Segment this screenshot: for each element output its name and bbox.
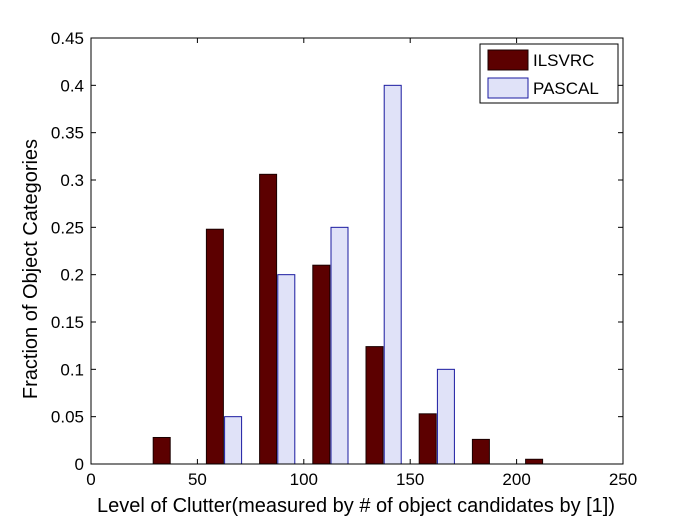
- bar-pascal-3: [330, 226, 349, 465]
- x-tick-label: 0: [86, 470, 95, 489]
- bar-ilsvrc-7: [525, 458, 544, 465]
- bar-ilsvrc-1: [205, 228, 224, 465]
- y-tick-label: 0.35: [51, 124, 84, 143]
- x-tick-label: 150: [396, 470, 424, 489]
- y-tick-label: 0: [75, 455, 84, 474]
- x-tick-label: 250: [609, 470, 637, 489]
- legend: ILSVRC PASCAL: [479, 43, 619, 104]
- x-tick-label: 50: [188, 470, 207, 489]
- x-tick-label: 100: [290, 470, 318, 489]
- legend-swatch-pascal: [487, 77, 529, 99]
- bar-ilsvrc-4: [365, 346, 384, 465]
- legend-swatch-ilsvrc: [487, 49, 529, 71]
- x-tick-label: 200: [502, 470, 530, 489]
- legend-label-ilsvrc: ILSVRC: [533, 51, 594, 70]
- bar-pascal-4: [383, 84, 402, 465]
- bar-pascal-5: [436, 368, 455, 465]
- bar-ilsvrc-6: [471, 438, 490, 465]
- bar-ilsvrc-5: [418, 413, 437, 465]
- bar-ilsvrc-0: [152, 436, 171, 465]
- y-tick-label: 0.1: [60, 360, 84, 379]
- y-tick-label: 0.15: [51, 313, 84, 332]
- bar-ilsvrc-3: [312, 264, 331, 465]
- y-axis-title: Fraction of Object Categories: [20, 139, 42, 399]
- bar-pascal-1: [224, 416, 243, 465]
- legend-label-pascal: PASCAL: [533, 79, 599, 98]
- y-tick-label: 0.05: [51, 408, 84, 427]
- y-tick-label: 0.2: [60, 266, 84, 285]
- bars-layer: [152, 84, 544, 465]
- plot-frame: [90, 37, 624, 465]
- y-tick-label: 0.25: [51, 218, 84, 237]
- y-tick-label: 0.4: [60, 76, 84, 95]
- y-tick-label: 0.3: [60, 171, 84, 190]
- ticks-layer: [90, 37, 624, 465]
- bar-ilsvrc-2: [259, 173, 278, 465]
- tick-labels-layer: 0 50 100 150 200 250 0 0.05 0.1 0.15 0.2 0.25 0.3 0.3…: [51, 29, 637, 489]
- bar-pascal-2: [277, 274, 296, 465]
- x-axis-title: Level of Clutter(measured by # of object…: [97, 495, 615, 517]
- y-tick-label: 0.45: [51, 29, 84, 48]
